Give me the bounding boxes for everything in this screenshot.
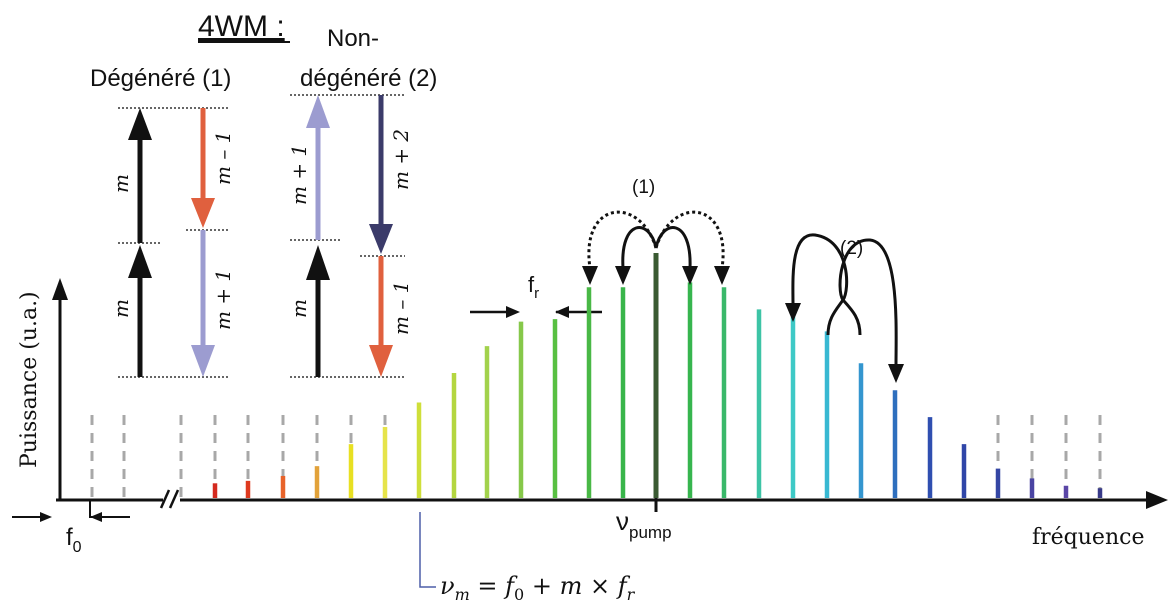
label-n-up-bottom: m: [287, 299, 311, 318]
comb-lines: [90, 253, 1103, 512]
energy-levels: [118, 94, 405, 378]
label-d-down-bottom: m + 1: [211, 269, 235, 330]
nondegenerate-arrows: [306, 95, 393, 377]
axis-break: [159, 489, 180, 509]
process1-heads: [582, 266, 730, 285]
formula-nu-sub: m: [455, 585, 470, 604]
x-axis-arrowhead: [1146, 491, 1168, 509]
formula-f0-sub: 0: [514, 585, 524, 604]
f0-marker: [12, 500, 130, 522]
pump-nu: ν: [616, 506, 629, 536]
x-axis-label: fréquence: [1032, 525, 1144, 550]
process1-label: (1): [632, 177, 655, 198]
formula-pointer: [419, 512, 436, 588]
fr-subscript: r: [534, 285, 539, 302]
pump-subscript: pump: [629, 523, 672, 542]
pump-label: νpump: [616, 506, 672, 542]
col2-title-line2: dégénéré (2): [300, 65, 437, 92]
process2-heads: [785, 303, 904, 383]
fr-marker: [470, 306, 602, 318]
formula-eq: =: [470, 572, 505, 600]
label-n-down-top: m + 2: [389, 129, 413, 190]
label-n-up-top: m + 1: [287, 144, 311, 205]
title: 4WM :: [198, 10, 285, 43]
axes: [56, 300, 1148, 502]
f0-letter: f: [66, 524, 73, 551]
col1-title: Dégénéré (1): [90, 65, 231, 92]
formula-plus: + m ×: [524, 572, 618, 600]
label-n-down-bottom: m – 1: [389, 281, 413, 335]
process1-arcs: [587, 210, 725, 269]
formula-nu: ν: [440, 572, 455, 600]
degenerate-arrows: [128, 108, 215, 377]
formula: νm = f0 + m × fr: [440, 572, 636, 604]
fr-letter: f: [528, 272, 535, 297]
formula-fr-sub: r: [627, 585, 636, 604]
f0-subscript: 0: [73, 539, 82, 556]
fr-label: fr: [528, 272, 539, 302]
y-axis-label: Puissance (u.a.): [17, 291, 42, 468]
col2-title-line1: Non-: [327, 25, 379, 52]
label-d-up-top: m: [109, 174, 133, 193]
process2-arcs: [791, 233, 898, 366]
f0-label: f0: [66, 524, 82, 556]
y-axis-arrowhead: [52, 278, 68, 300]
label-d-down-top: m – 1: [211, 131, 235, 185]
label-d-up-bottom: m: [109, 299, 133, 318]
